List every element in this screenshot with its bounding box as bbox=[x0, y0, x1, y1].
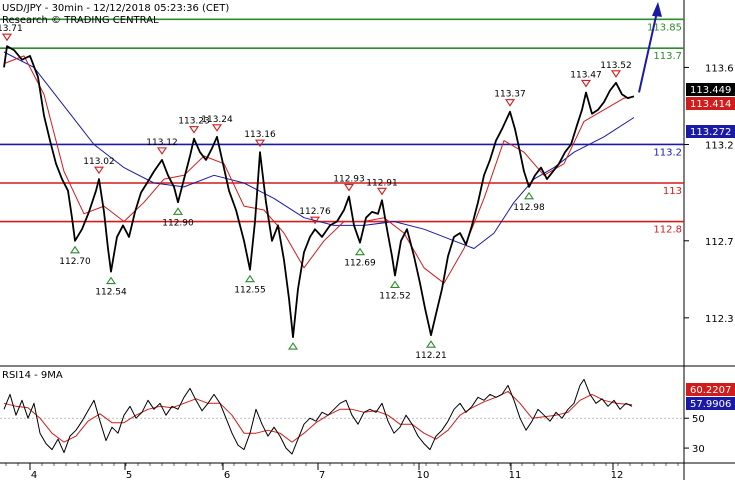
pivot-high-marker-6 bbox=[309, 216, 321, 225]
level-label-3: 113 bbox=[663, 186, 682, 197]
rsi-tick-label-1: 30 bbox=[692, 444, 705, 455]
pivot-high-marker-4 bbox=[211, 124, 223, 132]
pivot-low-marker-19 bbox=[287, 342, 299, 350]
price-tick-label-1: 113.2 bbox=[705, 140, 734, 151]
pivot-high-marker-8 bbox=[376, 187, 388, 196]
pivot-high-label-8: 112.91 bbox=[366, 178, 398, 188]
pivot-low-marker-20 bbox=[425, 340, 437, 348]
ma-fast-value: 113.414 bbox=[690, 99, 731, 110]
moving-averages-layer bbox=[3, 51, 635, 284]
time-tick-label-4: 10 bbox=[417, 470, 430, 480]
ma-fast-badge: 113.414 bbox=[686, 97, 735, 110]
price-line bbox=[3, 45, 635, 338]
rsi-ma-line bbox=[3, 390, 633, 443]
rsi-line bbox=[3, 378, 633, 455]
current-price-badge: 113.449 bbox=[686, 83, 735, 96]
price-layer bbox=[3, 1, 662, 338]
pivot-high-marker-3 bbox=[188, 126, 200, 134]
level-label-0: 113.85 bbox=[647, 22, 682, 33]
pivot-low-marker-14 bbox=[172, 207, 184, 215]
rsi-tick-label-0: 50 bbox=[692, 414, 705, 425]
axis-layer: 113.6 113.2 112.7 112.3 50 30 4 5 6 7 10 11 12 bbox=[5, 63, 734, 480]
price-tick-label-3: 112.3 bbox=[705, 314, 734, 325]
projection-arrow-head bbox=[652, 1, 662, 17]
time-tick-label-1: 5 bbox=[126, 470, 132, 480]
pivot-high-label-0: 113.71 bbox=[0, 24, 23, 34]
pivot-low-label-13: 112.54 bbox=[95, 288, 127, 298]
pivot-low-label-20: 112.21 bbox=[415, 351, 447, 361]
time-tick-label-6: 12 bbox=[611, 470, 624, 480]
pivot-high-label-5: 113.16 bbox=[244, 130, 276, 140]
price-tick-label-2: 112.7 bbox=[705, 237, 734, 248]
rsi-title: RSI14 - 9MA bbox=[2, 370, 63, 381]
pivot-high-label-4: 113.24 bbox=[201, 115, 233, 125]
time-tick-label-2: 6 bbox=[224, 470, 230, 480]
pivot-low-label-16: 112.69 bbox=[344, 259, 376, 269]
pivot-high-label-2: 113.12 bbox=[146, 138, 178, 148]
price-tick-label-0: 113.6 bbox=[705, 63, 734, 74]
chart-header-line2: Research © TRADING CENTRAL bbox=[2, 15, 159, 26]
level-label-1: 113.7 bbox=[653, 51, 682, 62]
level-label-4: 112.8 bbox=[653, 225, 682, 236]
pivot-high-marker-2 bbox=[156, 147, 168, 155]
pivot-high-label-1: 113.02 bbox=[83, 157, 115, 167]
pivot-high-marker-7 bbox=[343, 183, 355, 192]
pivot-low-label-17: 112.52 bbox=[379, 291, 411, 301]
pivot-low-label-18: 112.98 bbox=[513, 203, 545, 213]
ma-slow-badge: 113.272 bbox=[686, 125, 735, 138]
pivot-high-label-11: 113.52 bbox=[600, 61, 632, 71]
level-label-2: 113.2 bbox=[653, 147, 682, 158]
pivot-high-label-3: 113.23 bbox=[178, 117, 210, 127]
pivot-low-label-15: 112.55 bbox=[234, 286, 266, 296]
pivot-low-marker-17 bbox=[389, 280, 401, 289]
pivot-high-label-10: 113.47 bbox=[570, 70, 602, 80]
time-tick-label-0: 4 bbox=[31, 470, 37, 480]
pivot-low-label-14: 112.90 bbox=[162, 218, 194, 228]
pivot-low-marker-12 bbox=[69, 245, 81, 254]
pivot-high-marker-0 bbox=[1, 33, 13, 42]
pivot-high-label-6: 112.76 bbox=[299, 207, 331, 217]
ma-fast-line bbox=[3, 55, 635, 284]
time-tick-label-3: 7 bbox=[319, 470, 325, 480]
rsi-current-value: 57.9906 bbox=[690, 399, 731, 410]
pivot-high-marker-5 bbox=[254, 139, 266, 148]
pivot-low-marker-13 bbox=[105, 276, 117, 285]
pivot-low-marker-16 bbox=[354, 247, 366, 256]
pivot-high-marker-1 bbox=[93, 166, 105, 175]
chart-header-line1: USD/JPY - 30min - 12/12/2018 05:23:36 (C… bbox=[2, 3, 229, 14]
rsi-current-badge: 57.9906 bbox=[686, 397, 735, 410]
current-price-value: 113.449 bbox=[690, 85, 731, 96]
rsi-level-badge: 60.2207 bbox=[686, 383, 735, 396]
ma-slow-line bbox=[3, 51, 635, 249]
rsi-level-value: 60.2207 bbox=[690, 385, 731, 396]
pivot-high-marker-11 bbox=[610, 70, 622, 78]
rsi-layer bbox=[0, 378, 684, 455]
pivot-low-marker-15 bbox=[244, 274, 256, 283]
pivot-high-label-7: 112.93 bbox=[333, 174, 365, 184]
time-tick-label-5: 11 bbox=[509, 470, 522, 480]
pivot-high-marker-10 bbox=[580, 79, 592, 88]
projection-arrow-line bbox=[638, 11, 658, 93]
ma-slow-value: 113.272 bbox=[690, 127, 731, 138]
pivot-low-marker-18 bbox=[523, 191, 535, 200]
pivot-high-label-9: 113.37 bbox=[494, 90, 526, 100]
pivot-high-marker-9 bbox=[504, 99, 516, 107]
pivot-low-label-12: 112.70 bbox=[59, 257, 91, 267]
